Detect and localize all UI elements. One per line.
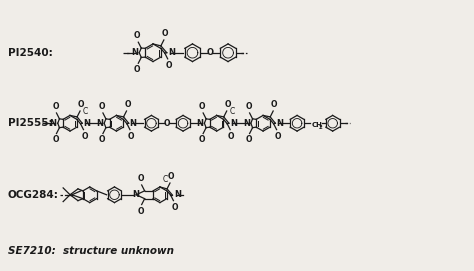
- Text: O: O: [164, 119, 171, 128]
- Text: O: O: [134, 65, 141, 74]
- Text: PI2555:: PI2555:: [8, 118, 52, 128]
- Text: O: O: [128, 132, 134, 141]
- Text: N: N: [130, 119, 137, 128]
- Text: O: O: [271, 100, 277, 109]
- Text: PI2540:: PI2540:: [8, 48, 53, 58]
- Text: N: N: [276, 119, 283, 128]
- Text: O: O: [199, 102, 205, 111]
- Text: O: O: [52, 136, 59, 144]
- Text: O: O: [124, 100, 131, 109]
- Text: O: O: [99, 136, 105, 144]
- Text: CH: CH: [312, 122, 323, 128]
- Text: C: C: [163, 175, 168, 184]
- Text: O: O: [207, 48, 214, 57]
- Text: 2: 2: [319, 125, 323, 130]
- Text: N: N: [50, 119, 57, 128]
- Text: C: C: [229, 107, 235, 117]
- Text: O: O: [225, 100, 231, 109]
- Text: O: O: [165, 61, 172, 70]
- Text: SE7210:  structure unknown: SE7210: structure unknown: [8, 246, 173, 256]
- Text: C: C: [82, 107, 88, 117]
- Text: O: O: [228, 132, 234, 141]
- Text: N: N: [96, 119, 103, 128]
- Text: N: N: [168, 48, 175, 57]
- Text: O: O: [137, 174, 144, 183]
- Text: O: O: [246, 102, 252, 111]
- Text: OCG284:: OCG284:: [8, 190, 59, 200]
- Text: N: N: [243, 119, 250, 128]
- Text: O: O: [171, 203, 178, 212]
- Text: O: O: [52, 102, 59, 111]
- Text: N: N: [196, 119, 203, 128]
- Text: N: N: [83, 119, 90, 128]
- Text: N: N: [174, 190, 181, 199]
- Text: O: O: [78, 100, 84, 109]
- Text: O: O: [246, 136, 252, 144]
- Text: O: O: [81, 132, 88, 141]
- Text: O: O: [134, 31, 141, 40]
- Text: O: O: [168, 172, 174, 181]
- Text: O: O: [199, 136, 205, 144]
- Text: N: N: [133, 190, 140, 199]
- Text: O: O: [274, 132, 281, 141]
- Text: N: N: [131, 48, 138, 57]
- Text: O: O: [99, 102, 105, 111]
- Text: N: N: [230, 119, 237, 128]
- Text: O: O: [162, 29, 168, 38]
- Text: O: O: [137, 207, 144, 215]
